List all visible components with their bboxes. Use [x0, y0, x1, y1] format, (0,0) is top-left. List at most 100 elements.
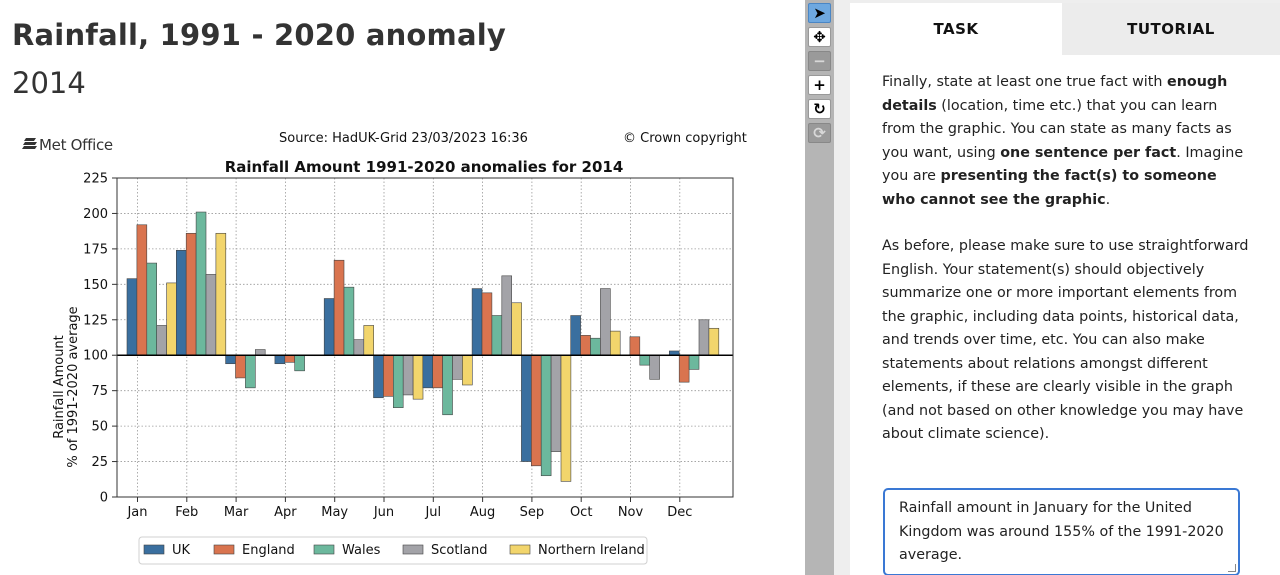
bar-wales-jul [442, 354, 453, 416]
bar-scotland-sep [550, 354, 562, 452]
bar-wales-apr [294, 354, 305, 372]
x-tick-label: Aug [470, 505, 495, 520]
y-tick-label: 225 [83, 172, 108, 187]
bar-northern-ireland-oct [609, 330, 621, 356]
rotate-tool-icon[interactable]: ↻ [808, 99, 831, 119]
move-tool-icon[interactable]: ✥ [808, 27, 831, 47]
bar-scotland-may [353, 339, 365, 356]
zoom-in-tool-icon[interactable]: + [808, 75, 831, 95]
legend-swatch [402, 544, 424, 555]
bar-england-may [333, 259, 345, 356]
bar-wales-sep [540, 354, 552, 477]
bar-wales-dec [688, 354, 700, 370]
bar-england-dec [678, 354, 690, 383]
bar-wales-aug [491, 315, 503, 356]
bar-northern-ireland-sep [560, 354, 572, 482]
bar-england-nov [629, 336, 641, 356]
bar-wales-may [343, 286, 355, 356]
bar-england-feb [185, 232, 197, 356]
bar-northern-ireland-jun [412, 354, 424, 400]
bar-scotland-feb [205, 274, 217, 356]
task-panel: Finally, state at least one true fact wi… [850, 55, 1280, 575]
legend-swatch [213, 544, 235, 555]
resize-grip-icon[interactable] [1228, 564, 1236, 572]
y-axis-label-line1: Rainfall Amount [52, 335, 67, 439]
bar-scotland-mar [255, 349, 266, 356]
bar-england-mar [235, 354, 246, 379]
y-axis-ticks: 0 25 50 75 100 125 150 175 200 225 [83, 172, 117, 506]
x-tick-label: Feb [175, 505, 198, 520]
legend-frame [138, 536, 648, 565]
bar-england-jan [136, 224, 148, 356]
task-instructions-segment: . [1105, 191, 1111, 208]
tab-task[interactable]: TASK [850, 3, 1062, 55]
x-tick-label: Jul [424, 505, 441, 520]
bar-england-jun [383, 354, 394, 397]
bar-uk-apr [274, 354, 286, 365]
bar-wales-mar [245, 354, 256, 389]
bar-northern-ireland-jan [166, 282, 177, 356]
pointer-tool-icon[interactable]: ➤ [808, 3, 831, 23]
legend-label: Scotland [431, 543, 488, 558]
x-tick-label: Mar [224, 505, 249, 520]
x-tick-label: Dec [667, 505, 692, 520]
bar-uk-sep [521, 354, 532, 462]
chart-title: Rainfall Amount 1991-2020 anomalies for … [225, 158, 624, 176]
bar-scotland-jan [156, 325, 167, 356]
bar-northern-ireland-aug [511, 302, 522, 356]
bar-uk-mar [225, 354, 236, 365]
bar-uk-may [323, 298, 335, 356]
legend-label: Wales [342, 543, 381, 558]
legend-label: England [242, 543, 295, 558]
answer-textarea[interactable]: Rainfall amount in January for the Unite… [883, 488, 1240, 575]
legend-label: Northern Ireland [538, 543, 645, 558]
page-year: 2014 [12, 66, 86, 100]
bar-northern-ireland-jul [462, 354, 473, 386]
bar-england-jul [432, 354, 443, 389]
legend-label: UK [172, 543, 191, 558]
tab-tutorial[interactable]: TUTORIAL [1062, 3, 1280, 55]
y-tick-label: 100 [83, 349, 108, 364]
bar-england-aug [481, 292, 493, 356]
bar-uk-aug [471, 288, 483, 356]
task-instructions-segment: Finally, state at least one true fact wi… [882, 74, 1167, 90]
viewer-toolbar: ➤ ✥ − + ↻ ⟳ [805, 0, 834, 575]
answer-text: Rainfall amount in January for the Unite… [899, 500, 1224, 563]
chart-bars [126, 211, 720, 482]
bar-uk-feb [176, 250, 187, 356]
task-instructions: Finally, state at least one true fact wi… [882, 71, 1250, 212]
bar-england-oct [580, 335, 591, 356]
bar-northern-ireland-may [363, 325, 374, 356]
task-instructions-segment: . Imagine you are [882, 144, 1244, 185]
task-sidebar: TASK TUTORIAL Finally, state at least on… [834, 0, 1280, 575]
x-axis-ticks: Jan Feb Mar Apr May Jun Jul Aug Sep Oct Nov Dec [126, 497, 692, 520]
plot-frame [116, 177, 734, 498]
x-tick-label: Jan [126, 505, 147, 520]
zoom-out-tool-icon[interactable]: − [808, 51, 831, 71]
task-guidance: As before, please make sure to use strai… [882, 238, 1249, 442]
chart-figure: Met Office Source: HadUK-Grid 23/03/2023… [22, 131, 747, 565]
chart-source: Source: HadUK-Grid 23/03/2023 16:36 [279, 131, 528, 146]
met-office-logo-icon [22, 138, 37, 149]
bar-scotland-dec [698, 319, 710, 356]
y-tick-label: 200 [83, 207, 108, 222]
graphic-pane: Rainfall, 1991 - 2020 anomaly 2014 Met O… [12, 18, 747, 565]
y-axis-label-line2: % of 1991-2020 average [66, 306, 81, 467]
task-instructions-segment: one sentence per fact [1000, 144, 1177, 161]
bar-uk-jun [373, 354, 384, 399]
bar-scotland-jul [452, 354, 463, 380]
legend-swatch [313, 544, 335, 555]
bar-wales-oct [590, 337, 601, 356]
x-tick-label: Jun [373, 505, 394, 520]
y-tick-label: 175 [83, 242, 108, 257]
bar-wales-feb [195, 211, 207, 356]
legend-swatch [143, 544, 165, 555]
bar-uk-jul [422, 354, 433, 389]
reset-tool-icon[interactable]: ⟳ [808, 123, 831, 143]
chart-legend: UK England Wales Scotland Northern Ireland [138, 536, 648, 565]
x-tick-label: Apr [274, 505, 297, 520]
x-tick-label: Oct [570, 505, 592, 520]
tab-bar: TASK TUTORIAL [850, 0, 1280, 55]
bar-scotland-aug [501, 275, 512, 356]
